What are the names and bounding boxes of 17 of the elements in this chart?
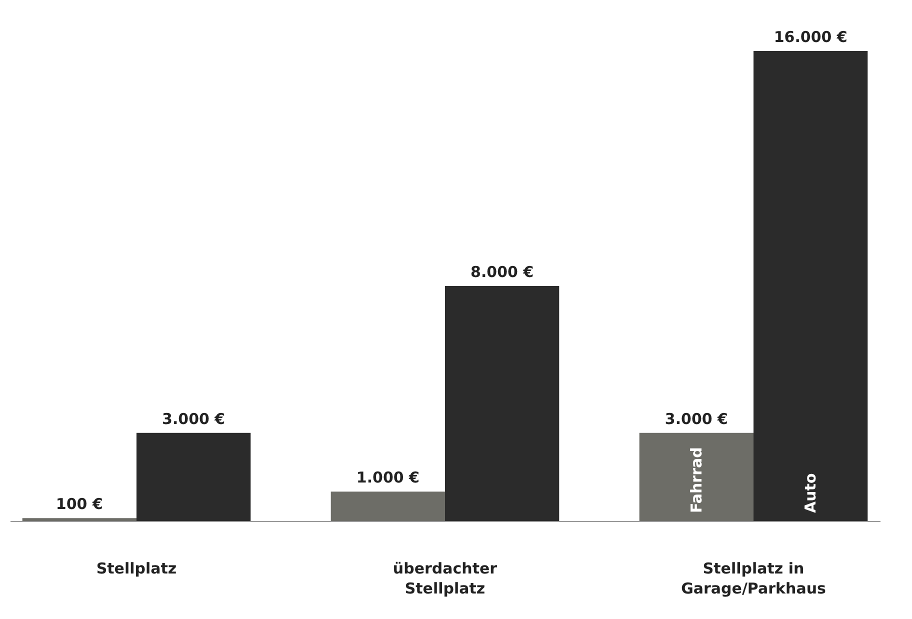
- bar: [445, 286, 560, 521]
- data-label: 3.000 €: [162, 410, 226, 428]
- bar: [330, 492, 445, 521]
- series-label: Auto: [802, 473, 820, 513]
- x-tick-label: Stellplatz: [96, 560, 177, 578]
- bar: [136, 432, 251, 521]
- x-tick-label: überdachter Stellplatz: [392, 560, 498, 598]
- bar: [639, 432, 754, 521]
- data-label: 16.000 €: [774, 28, 848, 46]
- data-label: 100 €: [56, 495, 103, 514]
- bar: [754, 51, 868, 521]
- bar: [22, 518, 136, 521]
- data-label: 8.000 €: [470, 263, 534, 281]
- x-tick-label: Stellplatz in Garage/Parkhaus: [681, 560, 826, 598]
- series-label: Fahrrad: [687, 447, 706, 513]
- data-label: 3.000 €: [664, 410, 728, 428]
- data-label: 1.000 €: [356, 468, 420, 487]
